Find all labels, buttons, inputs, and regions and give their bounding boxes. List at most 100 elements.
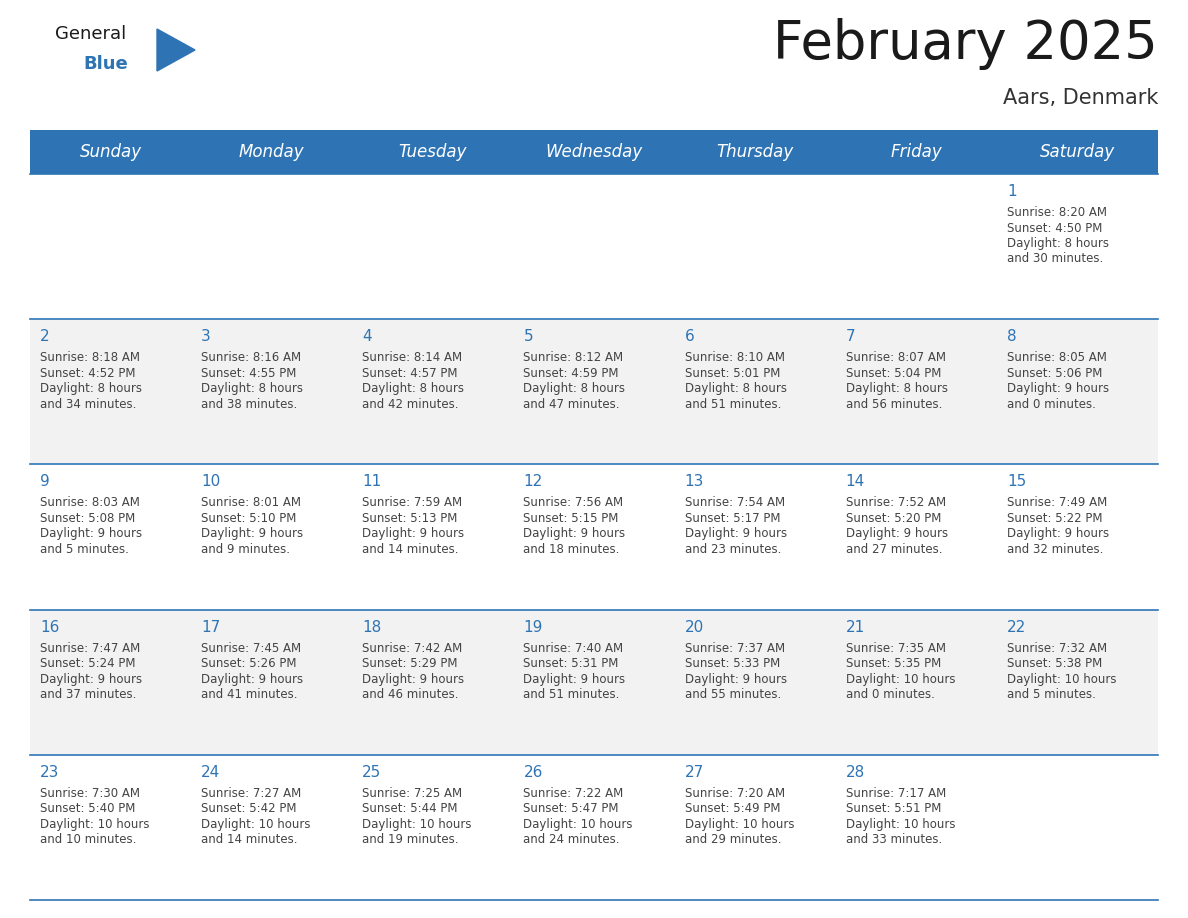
- Text: Daylight: 9 hours: Daylight: 9 hours: [1007, 382, 1108, 396]
- Text: 6: 6: [684, 330, 694, 344]
- Text: Sunrise: 8:03 AM: Sunrise: 8:03 AM: [40, 497, 140, 509]
- Text: 2: 2: [40, 330, 50, 344]
- Text: and 51 minutes.: and 51 minutes.: [524, 688, 620, 701]
- Text: Sunset: 5:17 PM: Sunset: 5:17 PM: [684, 512, 781, 525]
- Text: Thursday: Thursday: [716, 143, 794, 161]
- Text: 27: 27: [684, 765, 703, 779]
- Text: Saturday: Saturday: [1040, 143, 1116, 161]
- Text: General: General: [55, 25, 126, 43]
- Text: and 56 minutes.: and 56 minutes.: [846, 397, 942, 410]
- Text: and 33 minutes.: and 33 minutes.: [846, 834, 942, 846]
- Text: Daylight: 10 hours: Daylight: 10 hours: [846, 818, 955, 831]
- Text: Daylight: 10 hours: Daylight: 10 hours: [1007, 673, 1117, 686]
- Text: Tuesday: Tuesday: [399, 143, 467, 161]
- Text: 5: 5: [524, 330, 533, 344]
- Text: and 41 minutes.: and 41 minutes.: [201, 688, 298, 701]
- Text: and 0 minutes.: and 0 minutes.: [846, 688, 935, 701]
- Text: Sunrise: 7:37 AM: Sunrise: 7:37 AM: [684, 642, 785, 655]
- Text: Sunrise: 8:20 AM: Sunrise: 8:20 AM: [1007, 206, 1107, 219]
- Text: Daylight: 9 hours: Daylight: 9 hours: [524, 528, 626, 541]
- Text: Sunset: 5:01 PM: Sunset: 5:01 PM: [684, 366, 781, 380]
- Text: Daylight: 9 hours: Daylight: 9 hours: [201, 673, 303, 686]
- Text: Sunset: 5:15 PM: Sunset: 5:15 PM: [524, 512, 619, 525]
- Text: Sunset: 5:10 PM: Sunset: 5:10 PM: [201, 512, 297, 525]
- Text: 19: 19: [524, 620, 543, 634]
- Text: 16: 16: [40, 620, 59, 634]
- Text: February 2025: February 2025: [773, 18, 1158, 70]
- Text: Daylight: 9 hours: Daylight: 9 hours: [524, 673, 626, 686]
- Text: and 10 minutes.: and 10 minutes.: [40, 834, 137, 846]
- Text: 12: 12: [524, 475, 543, 489]
- Text: Sunset: 4:59 PM: Sunset: 4:59 PM: [524, 366, 619, 380]
- Text: 1: 1: [1007, 184, 1017, 199]
- Text: 17: 17: [201, 620, 221, 634]
- Text: Sunset: 4:57 PM: Sunset: 4:57 PM: [362, 366, 457, 380]
- Text: Blue: Blue: [83, 55, 128, 73]
- Text: Sunset: 5:29 PM: Sunset: 5:29 PM: [362, 657, 457, 670]
- Text: Daylight: 8 hours: Daylight: 8 hours: [362, 382, 465, 396]
- Text: Sunrise: 7:22 AM: Sunrise: 7:22 AM: [524, 787, 624, 800]
- Text: Sunrise: 7:45 AM: Sunrise: 7:45 AM: [201, 642, 302, 655]
- Text: 10: 10: [201, 475, 221, 489]
- Text: Daylight: 10 hours: Daylight: 10 hours: [40, 818, 150, 831]
- Text: Sunrise: 8:14 AM: Sunrise: 8:14 AM: [362, 352, 462, 364]
- Text: Sunrise: 8:16 AM: Sunrise: 8:16 AM: [201, 352, 302, 364]
- Text: 25: 25: [362, 765, 381, 779]
- Text: Sunset: 5:47 PM: Sunset: 5:47 PM: [524, 802, 619, 815]
- Text: and 18 minutes.: and 18 minutes.: [524, 543, 620, 556]
- Text: Sunday: Sunday: [80, 143, 141, 161]
- Text: Sunrise: 7:25 AM: Sunrise: 7:25 AM: [362, 787, 462, 800]
- Text: 26: 26: [524, 765, 543, 779]
- Text: 13: 13: [684, 475, 704, 489]
- Text: and 23 minutes.: and 23 minutes.: [684, 543, 781, 556]
- Text: Sunset: 5:22 PM: Sunset: 5:22 PM: [1007, 512, 1102, 525]
- Text: Sunrise: 7:42 AM: Sunrise: 7:42 AM: [362, 642, 462, 655]
- Text: Sunrise: 8:01 AM: Sunrise: 8:01 AM: [201, 497, 301, 509]
- Bar: [30, 465, 1158, 610]
- Text: Wednesday: Wednesday: [545, 143, 643, 161]
- Text: Sunset: 5:33 PM: Sunset: 5:33 PM: [684, 657, 779, 670]
- Text: Friday: Friday: [891, 143, 942, 161]
- Text: 9: 9: [40, 475, 50, 489]
- Text: Sunrise: 8:05 AM: Sunrise: 8:05 AM: [1007, 352, 1107, 364]
- Text: Sunset: 5:31 PM: Sunset: 5:31 PM: [524, 657, 619, 670]
- Bar: [30, 610, 1158, 755]
- Text: Sunset: 5:51 PM: Sunset: 5:51 PM: [846, 802, 941, 815]
- Text: 11: 11: [362, 475, 381, 489]
- Text: Sunrise: 7:54 AM: Sunrise: 7:54 AM: [684, 497, 785, 509]
- Text: and 9 minutes.: and 9 minutes.: [201, 543, 290, 556]
- Text: 22: 22: [1007, 620, 1026, 634]
- Text: Sunrise: 8:07 AM: Sunrise: 8:07 AM: [846, 352, 946, 364]
- Text: Daylight: 9 hours: Daylight: 9 hours: [1007, 528, 1108, 541]
- Text: and 32 minutes.: and 32 minutes.: [1007, 543, 1104, 556]
- Text: Sunset: 5:42 PM: Sunset: 5:42 PM: [201, 802, 297, 815]
- Text: and 30 minutes.: and 30 minutes.: [1007, 252, 1104, 265]
- Text: Daylight: 9 hours: Daylight: 9 hours: [684, 528, 786, 541]
- Text: Daylight: 8 hours: Daylight: 8 hours: [40, 382, 143, 396]
- Text: Sunrise: 7:32 AM: Sunrise: 7:32 AM: [1007, 642, 1107, 655]
- Text: 21: 21: [846, 620, 865, 634]
- Text: Monday: Monday: [239, 143, 304, 161]
- Text: 20: 20: [684, 620, 703, 634]
- Text: and 5 minutes.: and 5 minutes.: [1007, 688, 1095, 701]
- Text: Daylight: 9 hours: Daylight: 9 hours: [40, 528, 143, 541]
- Text: Daylight: 10 hours: Daylight: 10 hours: [362, 818, 472, 831]
- Text: 28: 28: [846, 765, 865, 779]
- Text: Sunset: 5:20 PM: Sunset: 5:20 PM: [846, 512, 941, 525]
- Text: and 42 minutes.: and 42 minutes.: [362, 397, 459, 410]
- Text: 8: 8: [1007, 330, 1017, 344]
- Text: and 0 minutes.: and 0 minutes.: [1007, 397, 1095, 410]
- Text: Sunrise: 7:20 AM: Sunrise: 7:20 AM: [684, 787, 785, 800]
- Text: Daylight: 8 hours: Daylight: 8 hours: [846, 382, 948, 396]
- Text: Daylight: 10 hours: Daylight: 10 hours: [846, 673, 955, 686]
- Text: Sunrise: 8:10 AM: Sunrise: 8:10 AM: [684, 352, 784, 364]
- Text: 4: 4: [362, 330, 372, 344]
- Text: Sunset: 4:52 PM: Sunset: 4:52 PM: [40, 366, 135, 380]
- Text: Sunset: 5:38 PM: Sunset: 5:38 PM: [1007, 657, 1102, 670]
- Text: and 29 minutes.: and 29 minutes.: [684, 834, 781, 846]
- Bar: [30, 130, 1158, 174]
- Bar: [30, 755, 1158, 900]
- Text: and 47 minutes.: and 47 minutes.: [524, 397, 620, 410]
- Text: 18: 18: [362, 620, 381, 634]
- Text: and 55 minutes.: and 55 minutes.: [684, 688, 781, 701]
